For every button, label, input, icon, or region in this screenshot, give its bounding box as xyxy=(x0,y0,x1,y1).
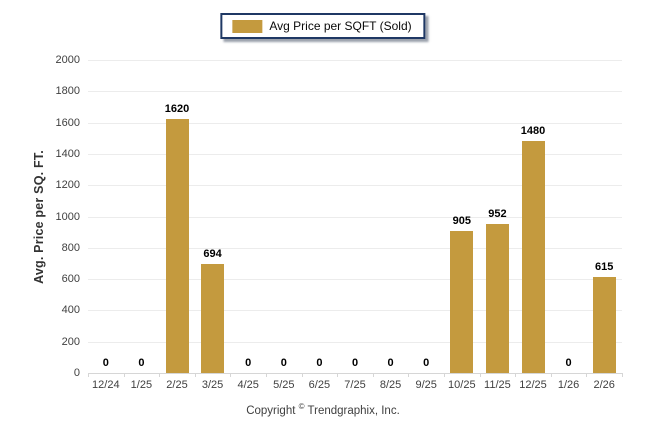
y-tick-label: 1200 xyxy=(55,179,80,192)
gridline-1200 xyxy=(88,185,622,187)
x-tick-mark xyxy=(123,373,125,377)
value-label-1/25: 0 xyxy=(138,357,145,369)
x-tick-label-5/25: 5/25 xyxy=(273,379,295,391)
x-tick-label-10/25: 10/25 xyxy=(448,379,476,391)
x-tick-mark xyxy=(550,373,552,377)
x-tick-label-12/24: 12/24 xyxy=(92,379,120,391)
value-label-7/25: 0 xyxy=(351,357,359,369)
y-tick-label: 1600 xyxy=(55,116,80,129)
x-tick-mark xyxy=(337,373,339,377)
gridline-1800 xyxy=(88,91,622,93)
x-tick-mark xyxy=(586,373,588,377)
bar-10/25 xyxy=(450,231,474,373)
y-tick-label: 600 xyxy=(61,273,80,286)
y-tick-label: 1000 xyxy=(55,210,80,223)
value-label-2/25: 1620 xyxy=(164,103,190,115)
legend-swatch-icon xyxy=(232,19,263,33)
x-tick-mark xyxy=(479,373,481,377)
y-tick-label: 2000 xyxy=(55,54,80,66)
value-label-10/25: 905 xyxy=(452,215,471,227)
x-tick-mark xyxy=(266,373,267,377)
value-label-12/24: 0 xyxy=(102,357,109,369)
value-label-12/25: 1480 xyxy=(520,125,546,137)
x-tick-mark xyxy=(194,373,196,377)
x-tick-mark xyxy=(301,373,303,377)
y-tick-label: 1400 xyxy=(55,147,80,160)
legend-label: Avg Price per SQFT (Sold) xyxy=(269,19,412,33)
x-tick-mark xyxy=(230,373,232,377)
bar-3/25 xyxy=(201,264,225,373)
gridline-600 xyxy=(88,279,622,281)
y-tick-label: 400 xyxy=(61,304,80,317)
x-tick-label-1/26: 1/26 xyxy=(557,379,580,391)
x-tick-mark xyxy=(408,373,410,377)
x-tick-label-12/25: 12/25 xyxy=(519,379,547,391)
plot-area: 0 200 400 600 800 1000 1200 1400 1600 1800 2000 0 12… xyxy=(56,54,623,391)
bar-11/25 xyxy=(485,224,509,373)
legend: Avg Price per SQFT (Sold) xyxy=(220,13,426,39)
x-tick-label-8/25: 8/25 xyxy=(379,379,402,391)
gridline-800 xyxy=(88,247,622,249)
x-tick-mark xyxy=(88,373,89,377)
gridline-2000 xyxy=(88,60,622,61)
x-tick-label-2/26: 2/26 xyxy=(593,379,615,391)
x-tick-label-11/25: 11/25 xyxy=(484,379,511,391)
x-tick-label-9/25: 9/25 xyxy=(415,379,437,391)
value-label-11/25: 952 xyxy=(488,208,507,220)
value-label-6/25: 0 xyxy=(316,357,323,369)
x-tick-label-2/25: 2/25 xyxy=(166,379,188,391)
x-tick-mark xyxy=(622,373,623,377)
gridline-200 xyxy=(88,341,622,343)
bar-12/25 xyxy=(521,141,545,373)
x-tick-mark xyxy=(372,373,374,377)
x-tick-mark xyxy=(159,373,161,377)
copyright-prefix: Copyright xyxy=(246,404,299,417)
value-label-5/25: 0 xyxy=(280,357,287,369)
y-tick-label: 1800 xyxy=(55,85,80,98)
y-tick-label: 800 xyxy=(61,241,80,254)
x-tick-label-3/25: 3/25 xyxy=(201,379,224,391)
y-tick-label: 200 xyxy=(61,335,80,348)
copyright-suffix: Trendgraphix, Inc. xyxy=(304,404,400,417)
value-label-9/25: 0 xyxy=(423,357,430,369)
x-axis-line xyxy=(88,373,622,374)
bar-2/25 xyxy=(165,119,189,373)
x-tick-label-4/25: 4/25 xyxy=(237,379,259,391)
value-label-8/25: 0 xyxy=(387,357,394,369)
x-tick-mark xyxy=(444,373,445,377)
gridline-1400 xyxy=(88,153,622,155)
copyright-symbol: © xyxy=(298,402,305,411)
x-tick-mark xyxy=(515,373,517,377)
gridline-400 xyxy=(88,310,622,312)
copyright-text: Copyright © Trendgraphix, Inc. xyxy=(0,402,646,417)
value-label-4/25: 0 xyxy=(245,357,252,369)
y-tick-label: 0 xyxy=(73,367,80,379)
value-label-2/26: 615 xyxy=(595,261,614,273)
x-tick-label-6/25: 6/25 xyxy=(308,379,331,391)
x-tick-label-1/25: 1/25 xyxy=(130,379,153,391)
value-label-3/25: 694 xyxy=(203,248,222,260)
x-tick-label-7/25: 7/25 xyxy=(344,379,366,391)
gridline-1600 xyxy=(88,122,622,124)
gridline-1000 xyxy=(88,216,622,218)
value-label-1/26: 0 xyxy=(565,357,572,369)
bar-2/26 xyxy=(592,277,616,373)
